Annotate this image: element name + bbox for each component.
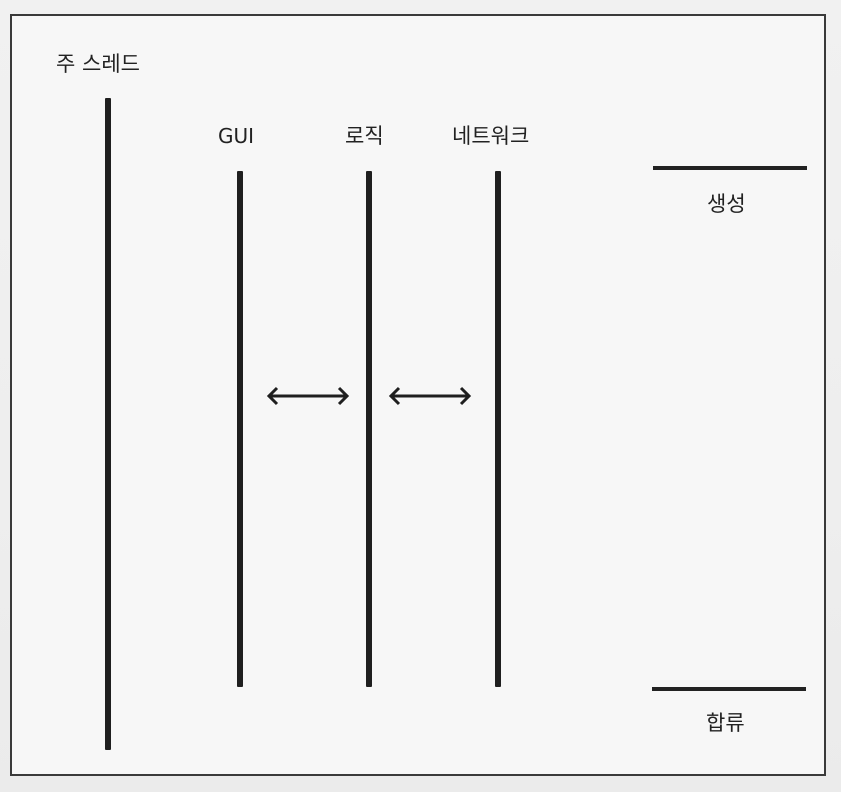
legend-join-label: 합류 <box>706 713 745 734</box>
thread-line-gui <box>237 171 243 687</box>
legend-create-line <box>653 166 807 170</box>
thread-line-logic <box>366 171 372 687</box>
main-thread-label: 주 스레드 <box>56 54 140 75</box>
thread-label-gui: GUI <box>218 126 254 146</box>
legend-create-label: 생성 <box>707 194 746 215</box>
arrow-logic-network <box>388 384 472 408</box>
thread-label-network: 네트워크 <box>452 126 529 147</box>
diagram-frame: 주 스레드 GUI 로직 네트워크 생성 합류 <box>10 14 826 776</box>
legend-join-line <box>652 687 806 691</box>
main-thread-line <box>105 98 111 750</box>
thread-label-logic: 로직 <box>345 126 384 147</box>
arrow-gui-logic <box>266 384 350 408</box>
thread-line-network <box>495 171 501 687</box>
